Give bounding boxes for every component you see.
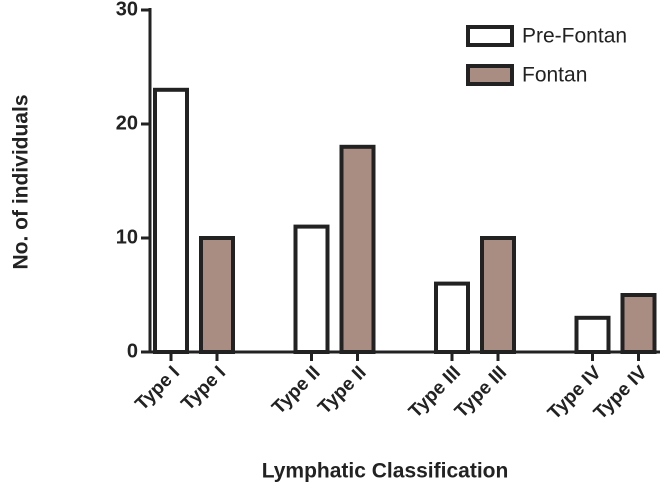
bar: [153, 87, 189, 355]
y-axis-title: No. of individuals: [10, 94, 33, 269]
x-axis-title: Lymphatic Classification: [262, 460, 509, 483]
y-tick-label: 30: [116, 0, 138, 20]
bar: [293, 224, 330, 355]
bar: [574, 315, 611, 354]
bar: [199, 236, 235, 354]
legend-swatch: [466, 25, 514, 47]
bar: [620, 293, 657, 354]
y-tick-label: 0: [127, 340, 138, 362]
y-tick-label: 20: [116, 112, 138, 134]
x-tick-label: Type II: [268, 362, 324, 418]
x-tick-label: Type III: [451, 362, 511, 422]
x-tick-label: Type II: [314, 362, 370, 418]
legend-swatch: [466, 64, 514, 86]
legend-label: Fontan: [522, 64, 587, 87]
x-tick-label: Type I: [131, 362, 184, 415]
legend-label: Pre-Fontan: [522, 25, 627, 48]
y-tick-label: 10: [116, 226, 138, 248]
bar: [434, 281, 470, 355]
x-tick-label: Type I: [177, 362, 230, 415]
bar: [480, 236, 516, 354]
bar: [339, 144, 376, 354]
